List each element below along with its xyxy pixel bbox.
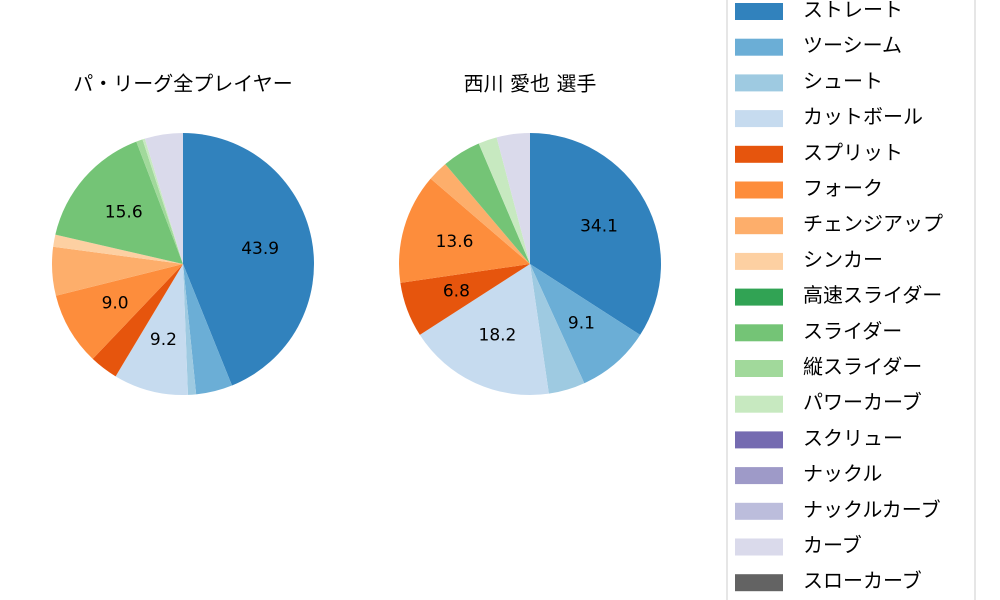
legend-label: パワーカーブ xyxy=(803,390,922,414)
pie-slice xyxy=(136,139,183,264)
legend-label: ツーシーム xyxy=(803,33,902,57)
pie-slice xyxy=(92,264,183,377)
pie-slice xyxy=(530,264,585,394)
legend-label: スクリュー xyxy=(803,426,903,450)
pie-slice xyxy=(183,264,232,395)
legend-label: カットボール xyxy=(803,105,923,129)
data-label: 18.2 xyxy=(479,326,517,346)
legend-label: スローカーブ xyxy=(803,569,922,593)
legend-label: ナックルカーブ xyxy=(803,497,941,521)
legend-swatch xyxy=(735,3,783,20)
data-label: 9.0 xyxy=(102,294,129,314)
pie-slice xyxy=(115,264,188,395)
pie-slice xyxy=(478,137,530,264)
pie-slice xyxy=(496,133,530,264)
pie-slice xyxy=(52,246,184,296)
pie-slice xyxy=(530,133,661,335)
legend-swatch xyxy=(735,431,783,449)
pie-slice xyxy=(430,164,530,264)
pie-slice xyxy=(183,133,315,386)
pie-slice xyxy=(183,264,197,395)
pie-slice xyxy=(399,178,530,283)
data-label: 6.8 xyxy=(443,282,470,302)
legend-swatch xyxy=(735,38,783,56)
legend-swatch xyxy=(735,395,783,413)
chart-title: パ・リーグ全プレイヤー xyxy=(73,72,292,96)
data-label: 15.6 xyxy=(105,202,143,222)
data-label: 13.6 xyxy=(436,232,474,252)
legend-label: フォーク xyxy=(803,176,883,200)
legend-swatch xyxy=(735,288,783,306)
pie-slice xyxy=(55,141,184,264)
legend-label: シンカー xyxy=(803,247,883,271)
legend-swatch xyxy=(735,181,783,199)
pie-slice xyxy=(445,143,530,264)
legend-label: シュート xyxy=(803,69,883,93)
legend-swatch xyxy=(735,74,783,92)
legend-swatch xyxy=(735,502,783,520)
legend-label: ナックル xyxy=(803,462,882,486)
legend-swatch xyxy=(735,360,783,377)
legend-label: スライダー xyxy=(803,319,902,343)
legend-swatch xyxy=(735,467,783,485)
pie-slice xyxy=(400,264,530,335)
legend-swatch xyxy=(735,110,783,128)
legend-box xyxy=(726,0,976,600)
legend-label: 縦スライダー xyxy=(803,355,922,379)
legend-swatch xyxy=(735,574,783,592)
legend-swatch xyxy=(735,217,783,235)
legend-label: カーブ xyxy=(803,533,862,557)
legend-label: 高速スライダー xyxy=(803,283,942,307)
data-label: 9.1 xyxy=(568,313,595,333)
pie-slice xyxy=(530,264,641,384)
legend-swatch xyxy=(735,145,783,163)
legend-swatch xyxy=(735,538,783,556)
pie-slice xyxy=(55,264,183,359)
legend-label: チェンジアップ xyxy=(803,212,943,236)
pie-slice xyxy=(144,133,183,264)
pie-slice xyxy=(419,264,549,395)
legend-swatch xyxy=(735,324,783,342)
data-label: 34.1 xyxy=(580,216,618,236)
legend-label: スプリット xyxy=(803,140,903,164)
data-label: 9.2 xyxy=(150,330,177,350)
data-label: 43.9 xyxy=(241,239,279,259)
pie-slice xyxy=(53,234,183,264)
pie-slice xyxy=(142,138,183,264)
legend-swatch xyxy=(735,252,783,270)
chart-title: 西川 愛也 選手 xyxy=(464,72,597,96)
legend-label: ストレート xyxy=(803,0,903,22)
